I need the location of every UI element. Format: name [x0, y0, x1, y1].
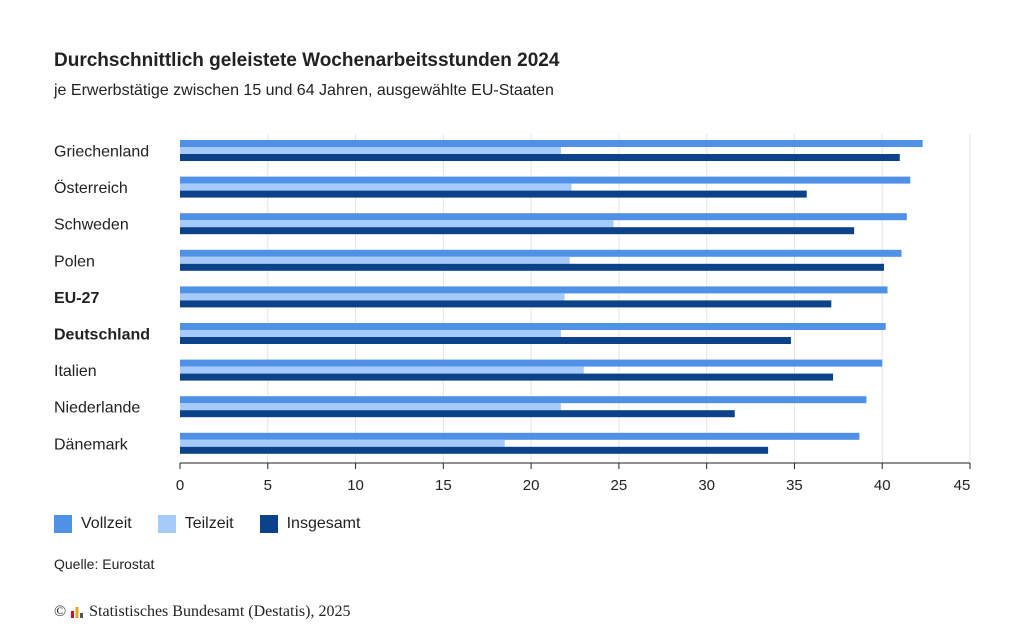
bar-eu-27-teilzeit [180, 293, 565, 301]
x-tick-label-35: 35 [786, 477, 803, 494]
x-tick-label-40: 40 [874, 477, 891, 494]
bar-eu-27-insgesamt [180, 300, 832, 308]
chart-title: Durchschnittlich geleistete Wochenarbeit… [54, 50, 560, 71]
category-label-niederlande: Niederlande [54, 400, 140, 417]
bar-polen-vollzeit [180, 249, 902, 257]
copyright-symbol: © [54, 603, 67, 620]
x-tick-label-25: 25 [611, 477, 628, 494]
bar-niederlande-insgesamt [180, 410, 735, 418]
bar-schweden-insgesamt [180, 227, 855, 235]
bar-schweden-teilzeit [180, 220, 614, 228]
bar-italien-insgesamt [180, 373, 834, 381]
x-tick-label-30: 30 [698, 477, 715, 494]
category-label-griechenland: Griechenland [54, 144, 149, 161]
copyright-line: © Statistisches Bundesamt (Destatis), 20… [54, 603, 350, 621]
bar-niederlande-teilzeit [180, 403, 561, 411]
bar-osterreich-vollzeit [180, 176, 911, 184]
category-label-danemark: Dänemark [54, 436, 129, 453]
x-tick-label-0: 0 [176, 477, 184, 494]
bar-osterreich-teilzeit [180, 183, 572, 191]
bar-griechenland-teilzeit [180, 147, 561, 154]
bar-polen-teilzeit [180, 256, 570, 264]
legend-label-vollzeit: Vollzeit [81, 515, 132, 532]
bar-deutschland-insgesamt [180, 337, 791, 344]
category-label-deutschland: Deutschland [54, 327, 150, 344]
category-label-eu-27: EU-27 [54, 290, 99, 307]
bar-polen-insgesamt [180, 263, 884, 271]
bar-schweden-vollzeit [180, 213, 907, 221]
x-tick-label-5: 5 [264, 477, 272, 494]
bar-eu-27-vollzeit [180, 286, 888, 294]
bar-danemark-teilzeit [180, 439, 505, 447]
legend-label-insgesamt: Insgesamt [286, 515, 361, 532]
x-tick-label-45: 45 [954, 477, 971, 494]
bars [180, 140, 923, 454]
bar-griechenland-vollzeit [180, 140, 923, 147]
legend-swatch-vollzeit [54, 515, 72, 533]
source-note: Quelle: Eurostat [54, 556, 155, 572]
bar-niederlande-vollzeit [180, 396, 867, 404]
legend-label-teilzeit: Teilzeit [184, 515, 234, 532]
category-label-schweden: Schweden [54, 217, 129, 234]
bar-chart: Griechenland Österreich Schweden Polen EU-27… [54, 134, 971, 494]
bar-deutschland-vollzeit [180, 323, 886, 330]
bar-italien-vollzeit [180, 359, 883, 367]
bar-deutschland-teilzeit [180, 330, 561, 337]
legend-swatch-teilzeit [157, 515, 176, 533]
copyright-text: Statistisches Bundesamt (Destatis), 2025 [89, 603, 351, 620]
bar-osterreich-insgesamt [180, 190, 807, 198]
chart-subtitle: je Erwerbstätige zwischen 15 und 64 Jahr… [54, 82, 554, 99]
legend: Vollzeit Teilzeit Insgesamt [54, 515, 386, 533]
bar-italien-teilzeit [180, 366, 584, 374]
category-label-italien: Italien [54, 363, 97, 380]
legend-item-teilzeit: Teilzeit [157, 515, 234, 533]
x-tick-label-20: 20 [523, 477, 540, 494]
destatis-logo-icon [71, 607, 84, 618]
bar-danemark-vollzeit [180, 432, 860, 440]
legend-item-vollzeit: Vollzeit [54, 515, 132, 533]
x-tick-label-10: 10 [347, 477, 364, 494]
category-label-osterreich: Österreich [54, 179, 128, 197]
category-label-polen: Polen [54, 253, 95, 270]
x-axis: 0 5 10 15 20 25 30 35 40 45 [176, 462, 971, 494]
bar-danemark-insgesamt [180, 446, 769, 454]
category-labels: Griechenland Österreich Schweden Polen EU-27… [54, 144, 150, 454]
bar-griechenland-insgesamt [180, 154, 900, 161]
legend-swatch-insgesamt [259, 515, 278, 533]
x-tick-label-15: 15 [435, 477, 452, 494]
legend-item-insgesamt: Insgesamt [259, 515, 361, 533]
